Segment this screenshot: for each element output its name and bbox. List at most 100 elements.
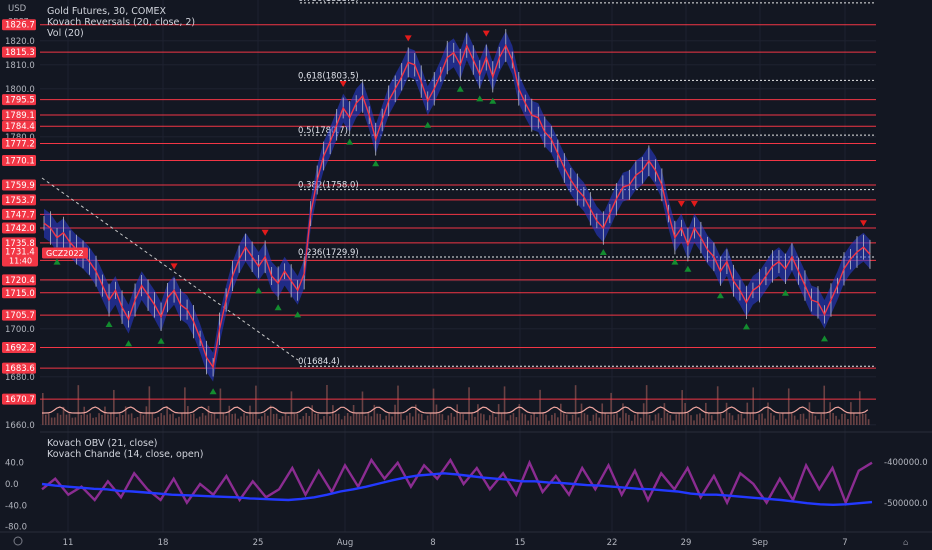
time-tick-label: 11 <box>63 538 74 548</box>
volume-bar <box>583 413 586 425</box>
level-price-label: 1705.7 <box>5 311 35 321</box>
volume-bar <box>346 413 349 425</box>
level-price-tag <box>2 155 36 167</box>
volume-bar <box>163 415 165 425</box>
volume-bar <box>622 403 624 425</box>
volume-bar <box>758 414 760 425</box>
goto-date-icon[interactable] <box>13 536 23 546</box>
volume-bar <box>89 413 91 425</box>
volume-bar <box>808 402 811 425</box>
volume-bar <box>311 405 313 425</box>
legend-symbol[interactable]: Gold Futures, 30, COMEX <box>47 6 167 17</box>
volume-bar <box>157 416 160 425</box>
volume-bar <box>770 413 772 425</box>
volume-bar <box>305 413 308 425</box>
reversal-up-marker <box>742 323 750 330</box>
volume-bar <box>293 413 296 425</box>
volume-bar <box>642 403 645 425</box>
volume-bar <box>595 413 598 425</box>
level-price-tag <box>2 362 36 374</box>
volume-bar <box>110 413 112 425</box>
price-levels <box>40 24 876 400</box>
time-tick-label: 29 <box>681 538 692 548</box>
level-price-tag <box>2 393 36 405</box>
volume-bar <box>228 405 231 425</box>
auto-scale-icon[interactable]: ⌂ <box>903 538 908 548</box>
volume-bar <box>379 413 382 425</box>
volume-bar <box>548 420 550 425</box>
reversal-up-marker <box>372 160 380 167</box>
volume-bar <box>388 413 390 425</box>
legend-kovach-obv[interactable]: Kovach OBV (21, close) <box>47 438 158 449</box>
volume-bar <box>441 414 444 425</box>
volume-bar <box>696 414 698 425</box>
main-legend: Gold Futures, 30, COMEX Kovach Reversals… <box>47 6 195 39</box>
volume-bar <box>234 413 236 425</box>
volume-bar <box>491 413 494 425</box>
volume-bar <box>719 413 722 425</box>
volume-bar <box>844 413 846 425</box>
lower-tick-label: -40.0 <box>5 501 27 511</box>
volume-bar <box>503 386 506 425</box>
volume-bar <box>136 416 139 425</box>
volume-bar <box>92 417 94 425</box>
volume-ma-line <box>42 406 869 414</box>
volume-bar <box>116 417 118 425</box>
volume-bar <box>459 413 461 425</box>
volume-bar <box>237 418 239 425</box>
volume-bar <box>222 413 225 425</box>
volume-bar <box>145 406 148 425</box>
volume-bar <box>545 414 547 425</box>
fib-label: 0.382(1758.0) <box>298 181 359 191</box>
volume-bar <box>465 420 467 425</box>
volume-bar <box>370 416 373 425</box>
volume-bar <box>853 413 855 425</box>
volume-bar <box>104 406 106 425</box>
reversal-up-marker <box>105 321 113 327</box>
reversal-up-marker <box>209 388 217 395</box>
volume-bar <box>349 416 352 425</box>
volume-bar <box>509 415 512 425</box>
volume-bar <box>761 413 763 425</box>
volume-bar <box>302 416 305 425</box>
volume-bar <box>98 413 100 425</box>
volume-bar <box>420 414 423 425</box>
volume-bar <box>80 414 83 425</box>
volume-bar <box>651 420 654 425</box>
volume-bar <box>515 417 518 425</box>
legend-kovach-chande[interactable]: Kovach Chande (14, close, open) <box>47 449 204 460</box>
level-price-tag <box>2 342 36 354</box>
bar-countdown: 11:40 <box>9 256 32 265</box>
level-price-label: 1742.0 <box>5 224 35 234</box>
volume-bar <box>166 406 168 425</box>
symbol-tag <box>42 247 88 259</box>
time-axis[interactable]: 11 18 25 Aug 8 15 22 29 Sep 7 ⌂ <box>0 531 932 550</box>
volume-bar <box>693 420 695 425</box>
trendline[interactable] <box>41 177 299 361</box>
legend-kovach-reversals[interactable]: Kovach Reversals (20, close, 2) <box>47 17 196 28</box>
reversal-up-marker <box>294 311 302 318</box>
price-line <box>43 43 871 370</box>
volume-bar <box>847 419 849 425</box>
volume-bar <box>722 418 725 425</box>
volume-bar <box>62 406 65 425</box>
volume-bar <box>184 387 186 425</box>
reversal-up-marker <box>157 337 165 344</box>
legend-volume[interactable]: Vol (20) <box>47 28 84 39</box>
volume-bar <box>586 414 589 425</box>
reversal-down-marker <box>677 201 685 207</box>
volume-bar <box>500 413 503 425</box>
volume-bar <box>252 413 254 425</box>
volume-bar <box>71 417 74 425</box>
lower-tick-label: 0.0 <box>5 480 19 490</box>
volume-bar <box>42 393 44 425</box>
lower-tick-label: -80.0 <box>5 523 27 533</box>
volume-bar <box>858 391 861 425</box>
volume-bar <box>139 413 142 425</box>
volume-bar <box>684 403 686 425</box>
volume-bar <box>601 403 604 425</box>
volume-bar <box>790 413 793 425</box>
volume-bar <box>512 413 515 425</box>
